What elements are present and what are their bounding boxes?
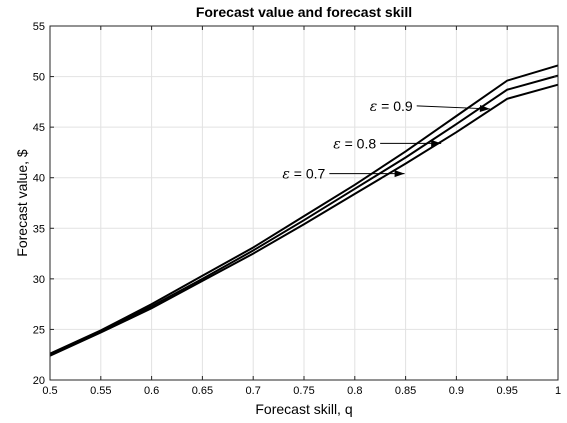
series-line-1	[49, 64, 559, 355]
x-tick-label: 0.95	[496, 385, 517, 397]
series-lines	[49, 64, 559, 357]
x-tick-label: 1	[555, 385, 561, 397]
annotation-arrow-1	[416, 105, 490, 110]
chart-title: Forecast value and forecast skill	[196, 4, 412, 20]
x-tick-label: 0.65	[192, 385, 213, 397]
annotations: ε = 0.9ε = 0.8ε = 0.7	[282, 98, 490, 183]
annotation-value: = 0.7	[290, 166, 326, 182]
annotation-value: = 0.9	[377, 98, 413, 114]
x-tick-label: 0.9	[449, 385, 464, 397]
annotation-label-1: ε = 0.9	[370, 98, 413, 115]
y-tick-label: 55	[33, 21, 45, 33]
epsilon-symbol: ε	[370, 99, 378, 115]
grid-lines	[50, 26, 558, 380]
x-tick-label: 0.6	[144, 385, 159, 397]
x-tick-label: 0.75	[293, 385, 314, 397]
arrow-head-3	[394, 170, 405, 178]
x-tick-label: 0.8	[347, 385, 362, 397]
series-line-2	[49, 74, 559, 356]
y-tick-label: 20	[33, 375, 45, 387]
arrow-head-1	[479, 105, 490, 113]
y-tick-label: 40	[33, 173, 45, 185]
annotation-value: = 0.8	[341, 135, 377, 151]
annotation-label-2: ε = 0.8	[333, 135, 376, 152]
x-axis-label: Forecast skill, q	[255, 401, 352, 417]
x-tick-label: 0.5	[42, 385, 57, 397]
epsilon-symbol: ε	[333, 136, 341, 152]
y-tick-label: 50	[33, 72, 45, 84]
y-tick-label: 25	[33, 324, 45, 336]
x-tick-label: 0.85	[395, 385, 416, 397]
epsilon-symbol: ε	[282, 167, 290, 183]
y-tick-label: 35	[33, 223, 45, 235]
tick-labels: 0.5 0.55 0.6 0.65 0.7 0.75 0.8 0.85 0.9 0.95 1 20 25…	[33, 21, 561, 397]
arrow-head-2	[431, 139, 442, 147]
series-line-3	[49, 83, 559, 357]
y-tick-label: 30	[33, 274, 45, 286]
annotation-label-3: ε = 0.7	[282, 166, 325, 183]
x-tick-label: 0.55	[90, 385, 111, 397]
y-axis-label: Forecast value, $	[14, 149, 30, 257]
x-tick-label: 0.7	[246, 385, 261, 397]
y-tick-label: 45	[33, 122, 45, 134]
